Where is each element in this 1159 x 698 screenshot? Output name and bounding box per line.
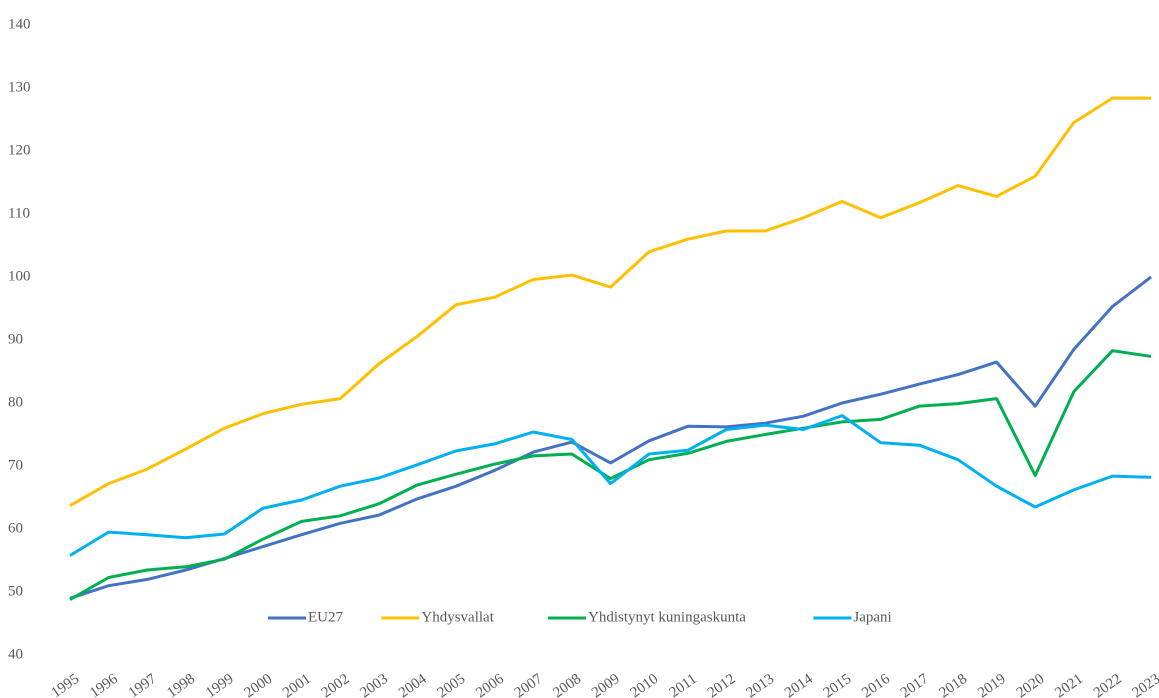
series-line — [69, 275, 1152, 600]
x-tick-label: 2013 — [743, 671, 777, 698]
x-tick-label: 2011 — [667, 671, 700, 698]
y-tick-label: 90 — [8, 331, 23, 347]
x-tick-label: 2004 — [396, 671, 430, 698]
y-tick-label: 40 — [8, 646, 23, 662]
x-tick-label: 2014 — [782, 671, 816, 698]
legend-item: Yhdysvallat — [381, 609, 495, 625]
x-tick-label: 2009 — [589, 671, 623, 698]
x-tick-label: 1996 — [87, 671, 121, 698]
y-tick-label: 110 — [8, 205, 30, 221]
x-tick-label: 1999 — [203, 671, 237, 698]
x-tick-label: 2005 — [435, 671, 469, 698]
legend-label: Yhdysvallat — [421, 609, 494, 625]
y-tick-label: 120 — [8, 142, 31, 158]
x-tick-label: 2017 — [898, 671, 932, 698]
x-tick-label: 2010 — [628, 671, 662, 698]
x-tick-label: 2020 — [1014, 671, 1048, 698]
legend-label: Japani — [853, 609, 891, 625]
x-tick-label: 2018 — [936, 671, 970, 698]
legend-label: Yhdistynyt kuningaskunta — [588, 609, 746, 625]
legend-label: EU27 — [308, 609, 343, 625]
x-tick-label: 2022 — [1091, 671, 1125, 698]
legend-item: Japani — [813, 609, 892, 625]
x-tick-label: 2008 — [550, 671, 584, 698]
x-tick-label: 2015 — [821, 671, 855, 698]
y-tick-label: 80 — [8, 394, 23, 410]
y-tick-label: 140 — [8, 16, 31, 32]
x-tick-label: 1997 — [126, 671, 160, 698]
x-tick-label: 2006 — [473, 671, 507, 698]
x-tick-label: 2021 — [1052, 671, 1086, 698]
legend-item: EU27 — [268, 609, 343, 625]
x-tick-label: 2002 — [319, 671, 353, 698]
x-tick-label: 1998 — [164, 671, 198, 698]
x-tick-label: 2016 — [859, 671, 893, 698]
legend-item: Yhdistynyt kuningaskunta — [548, 609, 746, 625]
y-tick-label: 50 — [8, 583, 23, 599]
series-line — [69, 96, 1151, 508]
x-tick-label: 2019 — [975, 671, 1009, 698]
y-tick-label: 60 — [8, 520, 23, 536]
x-tick-label: 2000 — [242, 671, 276, 698]
series-line — [69, 414, 1152, 557]
x-tick-label: 2001 — [280, 671, 314, 698]
x-tick-label: 2023 — [1130, 671, 1159, 698]
series-line — [69, 349, 1152, 601]
y-tick-label: 70 — [8, 457, 23, 473]
x-tick-label: 2007 — [512, 671, 546, 698]
y-tick-label: 130 — [8, 79, 31, 95]
x-tick-label: 2012 — [705, 671, 739, 698]
x-tick-label: 2003 — [357, 671, 391, 698]
y-tick-label: 100 — [8, 268, 31, 284]
x-tick-label: 1995 — [49, 671, 83, 698]
